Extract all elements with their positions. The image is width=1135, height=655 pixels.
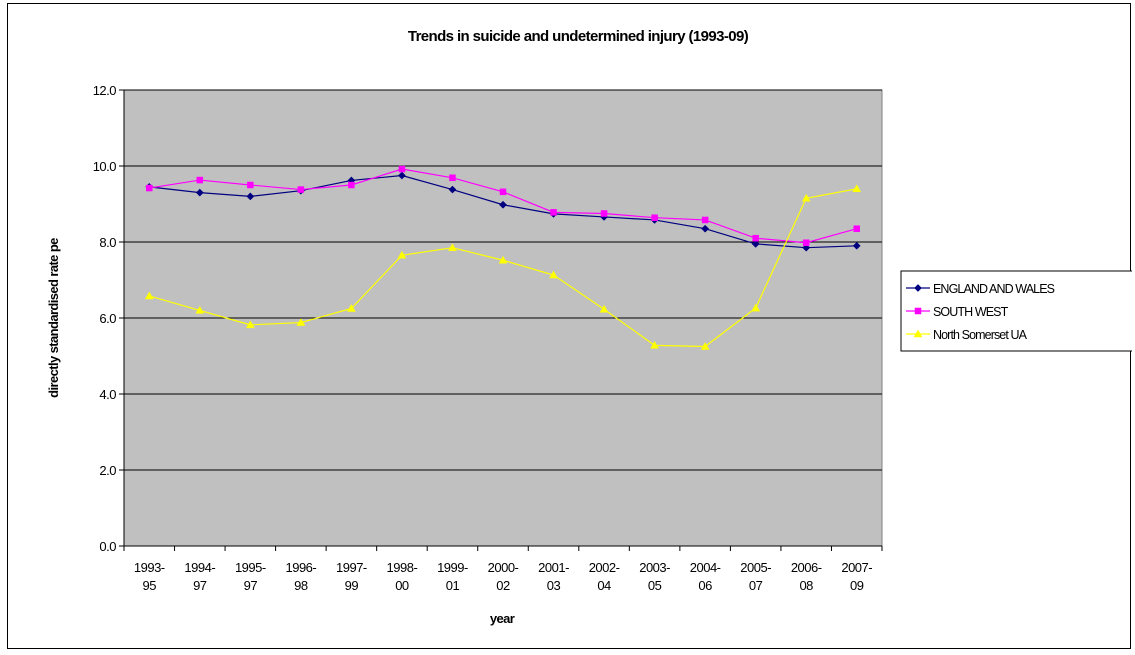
data-point [498,255,508,264]
data-point [701,224,710,233]
data-point [549,270,558,279]
x-axis-title: year [490,611,515,626]
x-tick-label: 1997-99 [336,560,367,593]
data-point [348,181,355,189]
x-tick-label: 2004-06 [690,560,721,593]
data-point [600,210,608,217]
data-point [144,291,154,300]
data-point [246,192,255,201]
series-3 [144,184,862,350]
data-point [245,320,255,329]
x-tick-label: 1994-97 [184,560,215,593]
y-axis-title: directly standardised rate pe [46,238,61,398]
data-point [297,186,305,193]
data-point [398,165,406,173]
data-point [346,303,356,312]
series-2 [146,165,860,247]
data-point [752,234,759,242]
x-tick-label: 2005-07 [740,560,771,593]
data-point [296,318,306,326]
series-layer [144,165,862,350]
data-point [853,225,860,232]
data-point [397,250,407,259]
legend: ENGLAND AND WALES SOUTH WEST North Somerse… [900,270,1132,352]
chart-frame: Trends in suicide and undetermined injur… [7,3,1132,649]
data-point [448,243,457,251]
x-tick-label: 2006-08 [791,560,822,593]
y-tick-label: 2.0 [99,463,116,478]
data-point [247,181,254,189]
y-tick-label: 10.0 [93,159,117,174]
data-point [550,209,557,216]
data-point [499,200,507,209]
data-point [651,214,658,221]
data-point [650,340,660,349]
data-point [195,188,204,197]
x-tick-label: 1995-97 [235,560,266,593]
data-point [449,174,456,182]
data-point [599,304,609,313]
data-point [751,239,760,248]
data-point [146,184,153,192]
data-point [701,216,709,224]
y-tick-label: 0.0 [99,539,116,554]
x-tick-label: 2002-04 [589,560,620,593]
y-tick-label: 8.0 [99,235,116,250]
legend-marker [913,329,923,338]
x-tick-label: 2003-05 [639,560,670,593]
data-point [802,239,810,247]
legend-label: ENGLAND AND WALES [933,282,1055,296]
x-tick-label: 1996-98 [285,560,316,593]
y-tick-label: 6.0 [99,311,116,326]
chart-title: Trends in suicide and undetermined injur… [408,28,749,45]
data-point [397,171,406,180]
x-tick-label: 2007-09 [841,560,872,593]
y-axis: 0.0 2.0 4.0 6.0 8.0 10.0 12.0 [93,83,125,554]
x-tick-label: 2001-03 [538,560,569,593]
data-point [195,305,205,314]
data-point [751,303,761,312]
data-point [852,184,862,193]
line-chart: Trends in suicide and undetermined injur… [46,28,1132,626]
x-tick-label: 1999-01 [437,560,468,593]
x-axis: 1993-95 1994-97 1995-97 1996-98 1997-99 1998-… [123,545,883,593]
x-tick-label: 2000-02 [488,560,519,593]
x-tick-label: 1998-00 [387,560,418,593]
legend-label: SOUTH WEST [933,305,1009,319]
y-tick-label: 4.0 [99,387,116,402]
data-point [448,185,457,194]
data-point [801,193,811,202]
legend-box [900,270,1132,352]
gridlines [124,89,882,471]
x-tick-label: 1993-95 [134,560,165,593]
data-point [852,241,861,250]
y-tick-label: 12.0 [93,83,117,98]
data-point [499,188,507,196]
legend-label: North Somerset UA [933,328,1028,342]
legend-marker [914,284,922,292]
data-point [700,341,710,350]
data-point [196,176,204,184]
legend-marker [914,307,922,315]
